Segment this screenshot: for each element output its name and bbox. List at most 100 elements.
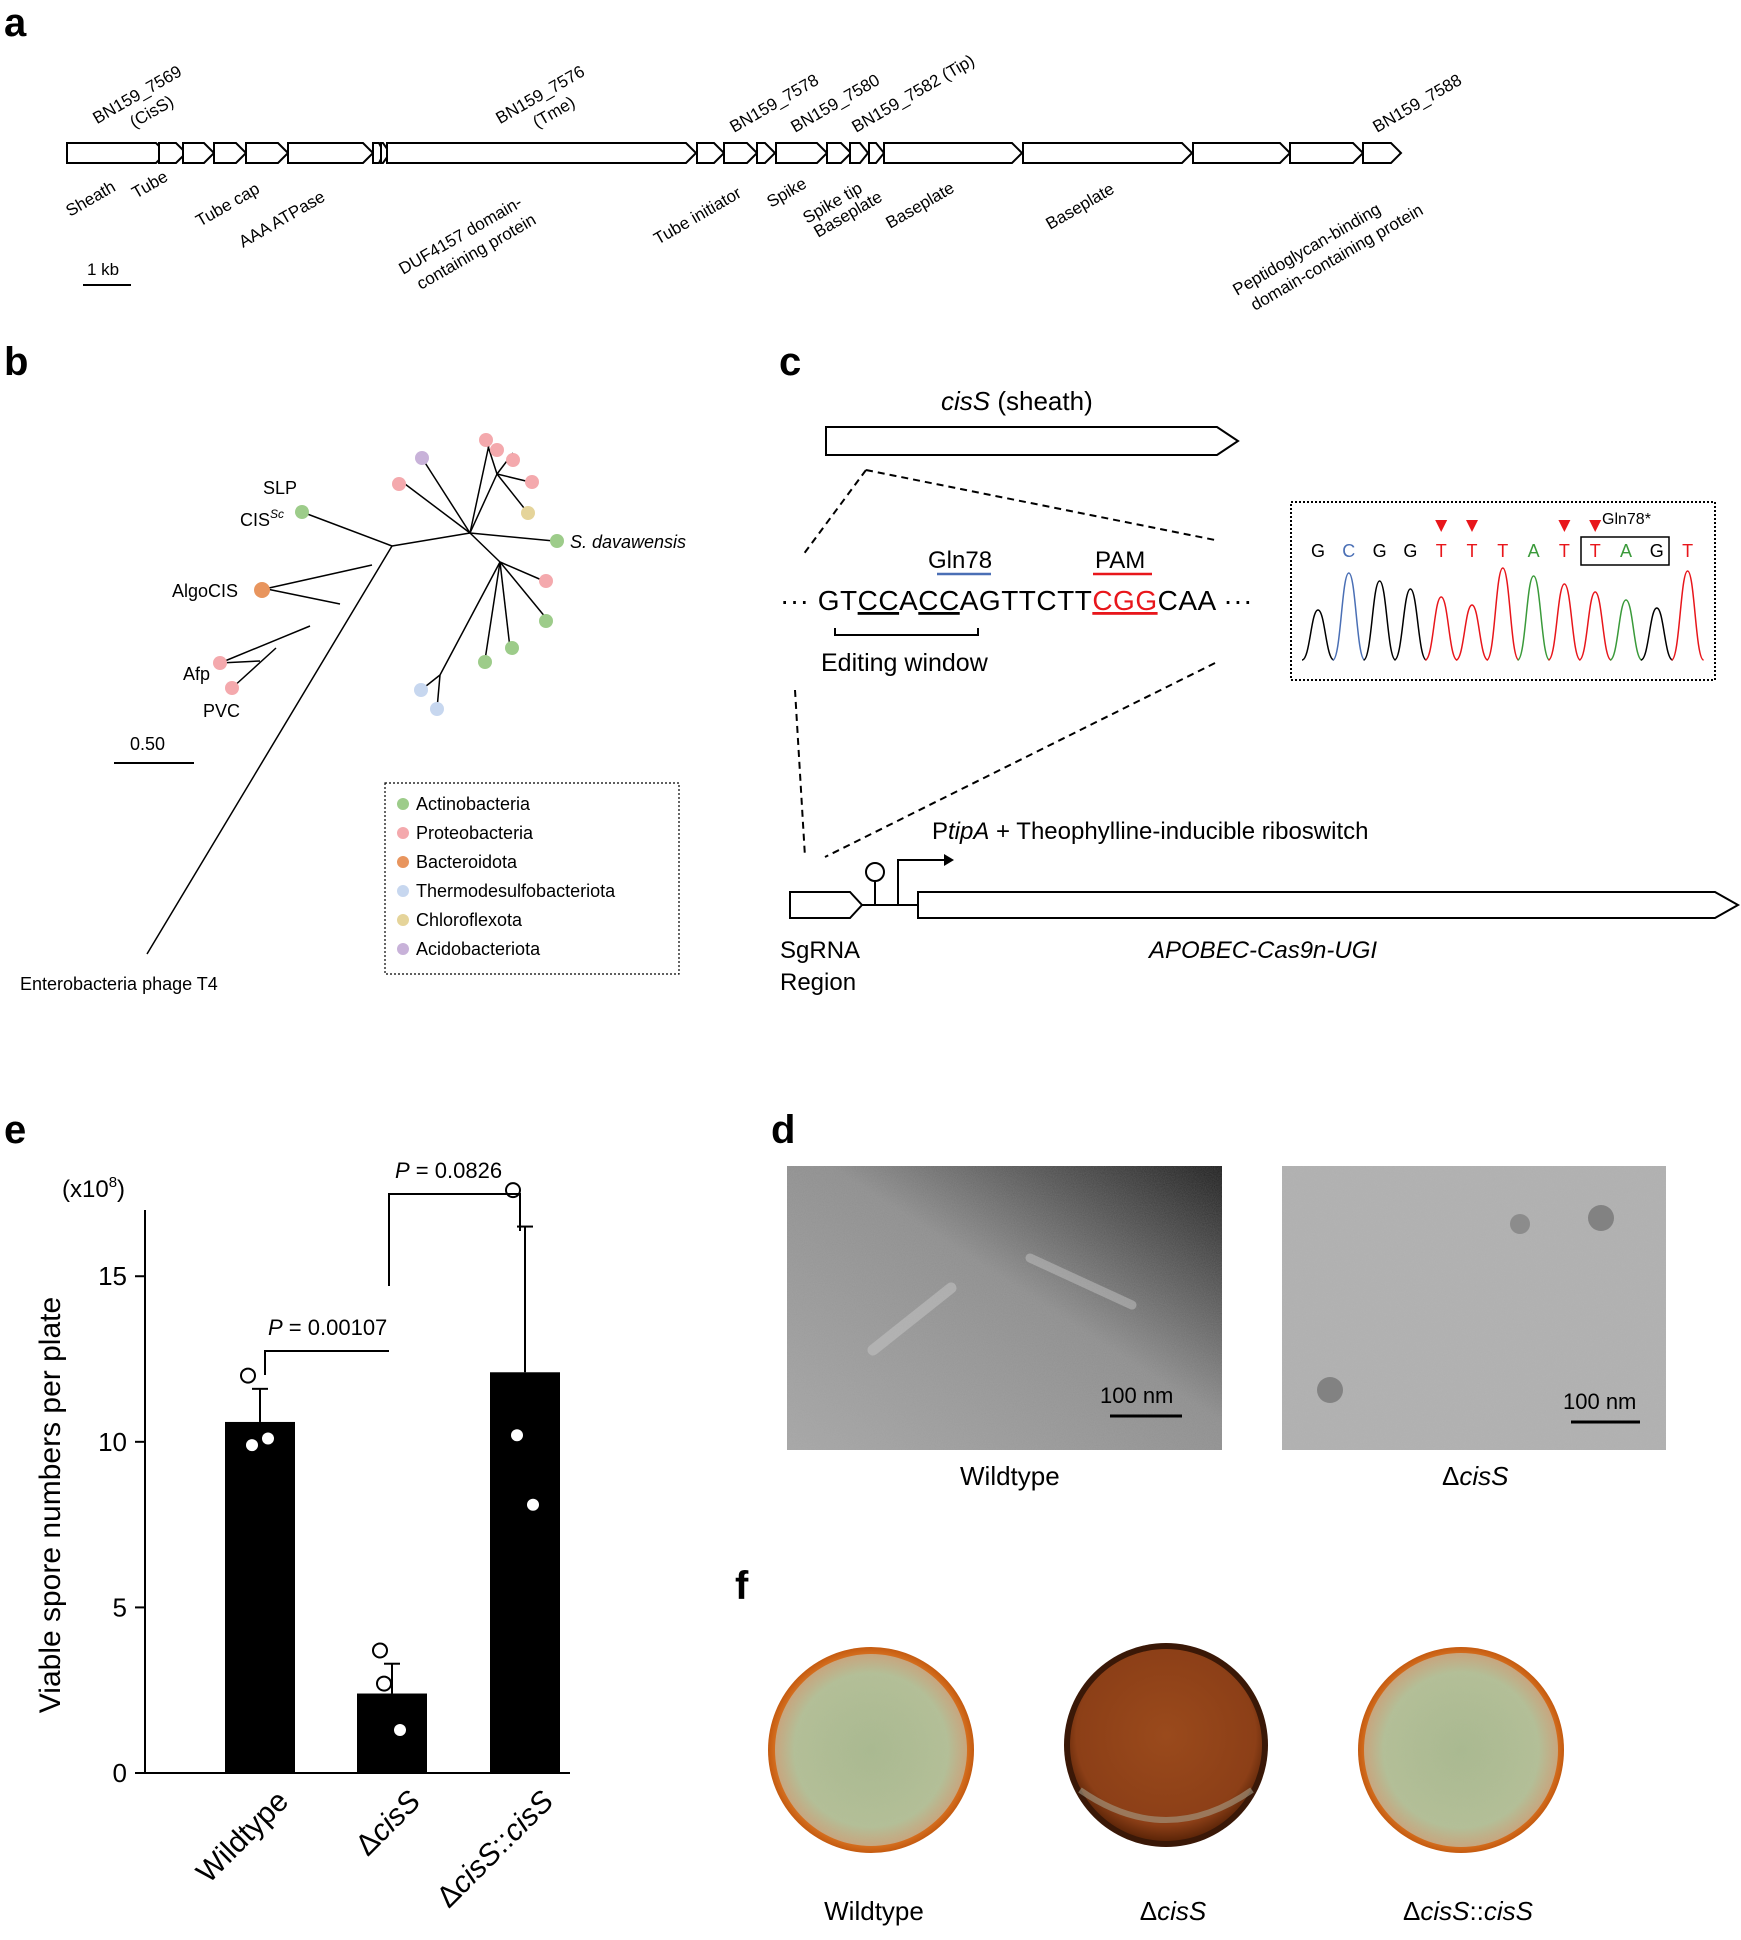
gene-function-label: Tube xyxy=(129,167,172,203)
chromatogram-base: T xyxy=(1590,541,1601,561)
data-point xyxy=(527,1498,539,1511)
data-point xyxy=(262,1432,274,1445)
plate-caption: Wildtype xyxy=(824,1896,924,1926)
gene-function-label: Tube initiator xyxy=(651,183,745,248)
tree-tip-algocis xyxy=(254,582,270,598)
gene-arrow xyxy=(868,142,886,164)
gln78-stop-label: Gln78* xyxy=(1602,511,1651,528)
tree-tip xyxy=(525,475,539,489)
mutation-marker-icon xyxy=(1558,520,1571,532)
panel-letter-b: b xyxy=(4,340,28,384)
expression-construct xyxy=(789,854,1741,919)
legend-swatch xyxy=(397,914,409,926)
panel-letter-c: c xyxy=(779,340,801,384)
panel-letter-d: d xyxy=(771,1108,795,1152)
cis-s-gene-arrow xyxy=(825,426,1240,456)
chromatogram-peak xyxy=(1609,599,1643,661)
zoom-guide-lines xyxy=(794,469,1216,858)
tree-tip-afp xyxy=(213,656,227,670)
data-point xyxy=(394,1723,406,1736)
legend-swatch xyxy=(397,856,409,868)
tree-label-t4: Enterobacteria phage T4 xyxy=(20,974,218,994)
tree-label-pvc: PVC xyxy=(203,701,240,721)
plate-cis-s xyxy=(1064,1643,1268,1847)
chromatogram-peak xyxy=(1455,604,1489,661)
p-value-label: P = 0.0826 xyxy=(395,1158,502,1183)
data-point xyxy=(505,1182,521,1199)
chromatogram-base: G xyxy=(1403,541,1417,561)
chromatogram-peak xyxy=(1486,567,1520,661)
tree-tip xyxy=(392,477,406,491)
tree-tip xyxy=(415,451,429,465)
bar xyxy=(357,1693,427,1773)
em-caption-cis-s: ΔcisS xyxy=(1442,1461,1509,1491)
gene-function-label: Peptidoglycan-binding domain-containing … xyxy=(1230,181,1427,318)
chromatogram-peak xyxy=(1424,596,1458,661)
gene-arrow-baseplate xyxy=(883,142,1024,164)
gene-arrow-aaa-atpase xyxy=(287,142,375,164)
chromatogram-peak xyxy=(1670,570,1705,661)
gene-arrow-baseplate-large xyxy=(1022,142,1194,164)
y-tick-label: 5 xyxy=(113,1592,127,1622)
gene-arrow xyxy=(756,142,777,164)
data-point xyxy=(240,1367,256,1384)
editing-window-bracket xyxy=(834,628,979,636)
chromatogram-base: G xyxy=(1311,541,1325,561)
chromatogram-base: A xyxy=(1528,541,1540,561)
gene-arrow-baseplate-small xyxy=(849,142,870,164)
gene-arrow-sheath xyxy=(66,142,168,164)
legend-label: Proteobacteria xyxy=(416,823,534,843)
tree-tip-markers xyxy=(213,433,564,716)
chromatogram-base: C xyxy=(1342,541,1355,561)
tree-tip-cis-sc xyxy=(295,505,309,519)
y-tick-label: 15 xyxy=(98,1261,127,1291)
chromatogram-base: G xyxy=(1650,541,1664,561)
legend-swatch xyxy=(397,827,409,839)
chromatogram-peak xyxy=(1547,583,1582,661)
legend-label: Actinobacteria xyxy=(416,794,531,814)
em-caption-wildtype: Wildtype xyxy=(960,1461,1060,1491)
significance-bracket xyxy=(264,1350,389,1375)
promoter-arrow-icon xyxy=(897,859,944,905)
pam-label: PAM xyxy=(1095,547,1145,574)
tree-label-s-davawensis: S. davawensis xyxy=(570,532,686,552)
locus-label-7569: BN159_7569 (CisS) xyxy=(90,59,201,147)
category-label: Wildtype xyxy=(190,1785,295,1890)
bar xyxy=(490,1372,560,1773)
category-label: ΔcisS::cisS xyxy=(430,1785,559,1914)
bar xyxy=(225,1421,295,1773)
gene-arrow-tube-cap xyxy=(213,142,248,164)
tree-legend: Actinobacteria Proteobacteria Bacteroido… xyxy=(384,782,680,975)
tree-tip-pvc xyxy=(225,681,239,695)
chromatogram-base: A xyxy=(1620,541,1632,561)
gene-function-label: Baseplate xyxy=(883,178,958,232)
plate-caption: ΔcisS xyxy=(1140,1896,1207,1926)
gene-arrow xyxy=(245,142,290,164)
sgrna-label-2: Region xyxy=(780,969,856,996)
gene-arrow-peptidoglycan-binding xyxy=(1362,142,1403,164)
promoter-label: PtipA + Theophylline-inducible riboswitc… xyxy=(932,818,1368,845)
legend-label: Thermodesulfobacteriota xyxy=(416,881,616,901)
tree-tip xyxy=(506,453,520,467)
cassette-label: APOBEC-Cas9n-UGI xyxy=(1147,937,1377,964)
chromatogram-base: T xyxy=(1497,541,1508,561)
gene-arrow-tube xyxy=(158,142,188,164)
gln78-label: Gln78 xyxy=(928,547,992,574)
em-image-cis-s: 100 nm xyxy=(1282,1166,1666,1450)
tree-tip xyxy=(430,702,444,716)
particle xyxy=(1317,1377,1343,1403)
gene-arrow-spike xyxy=(775,142,829,164)
sgrna-arrow xyxy=(789,891,864,919)
tree-tip xyxy=(521,506,535,520)
chromatogram-peak xyxy=(1516,575,1551,661)
tree-tip xyxy=(414,683,428,697)
data-point xyxy=(246,1439,258,1452)
tree-label-slp: SLP xyxy=(263,478,297,498)
legend-swatch xyxy=(397,885,409,897)
riboswitch-icon xyxy=(865,862,885,882)
y-axis-title: Viable spore numbers per plate xyxy=(34,1297,67,1713)
tree-tip-s-davawensis xyxy=(550,534,564,548)
gene-cluster-map xyxy=(66,142,1403,164)
cassette-arrow xyxy=(917,891,1741,919)
